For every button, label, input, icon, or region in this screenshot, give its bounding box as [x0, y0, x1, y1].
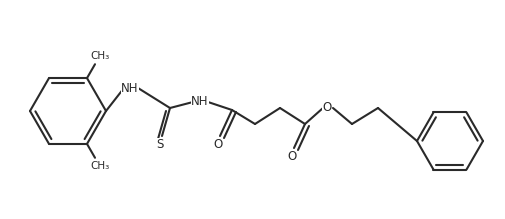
- Text: CH₃: CH₃: [90, 51, 110, 61]
- Text: O: O: [287, 150, 296, 164]
- Text: CH₃: CH₃: [90, 161, 110, 171]
- Text: O: O: [322, 101, 331, 115]
- Text: O: O: [213, 138, 222, 152]
- Text: NH: NH: [191, 95, 209, 108]
- Text: S: S: [156, 138, 163, 152]
- Text: NH: NH: [121, 81, 138, 95]
